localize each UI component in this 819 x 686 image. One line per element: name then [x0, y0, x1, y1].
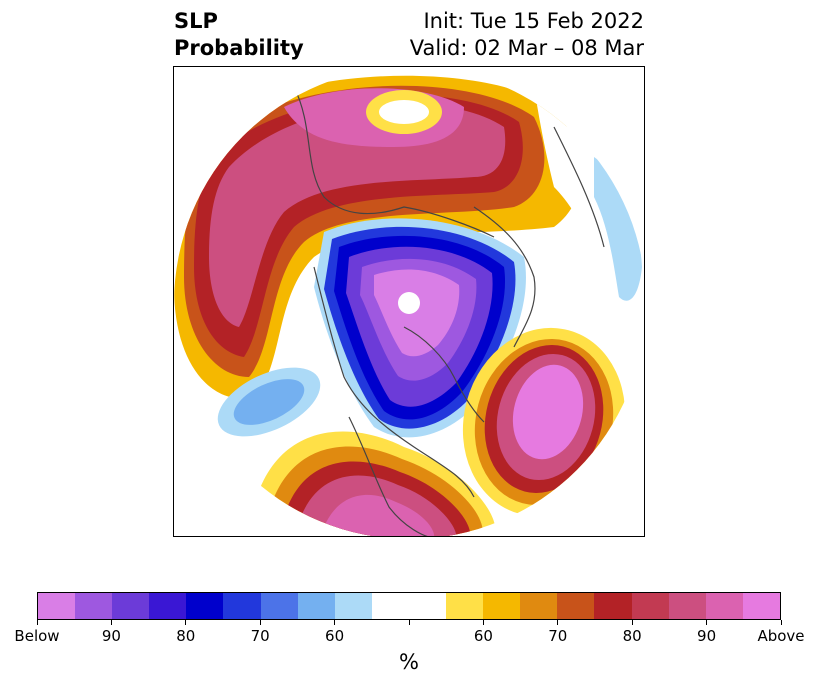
colorbar-tick: [482, 620, 484, 625]
probability-map: [174, 67, 644, 536]
colorbar-segment: [446, 593, 484, 619]
colorbar-tick: [706, 620, 708, 625]
colorbar-segment: [483, 593, 521, 619]
coastlines: [293, 86, 605, 536]
colorbar-tick-label: Above: [757, 627, 805, 645]
colorbar-segment: [594, 593, 632, 619]
colorbar-segment: [408, 593, 447, 619]
colorbar-tick-label: 70: [250, 627, 270, 645]
colorbar-tick-label: 90: [101, 627, 121, 645]
colorbar-segment: [297, 593, 335, 619]
colorbar-segment: [668, 593, 706, 619]
colorbar-segment: [631, 593, 669, 619]
colorbar-tick-label: 60: [473, 627, 493, 645]
valid-range: Valid: 02 Mar – 08 Mar: [409, 36, 644, 60]
colorbar-tick-label: 90: [697, 627, 717, 645]
colorbar-segment: [149, 593, 187, 619]
colorbar-tick-label: 60: [325, 627, 345, 645]
map-panel: [173, 66, 645, 537]
colorbar-segment: [371, 593, 409, 619]
colorbar-tick: [36, 620, 38, 625]
colorbar-segment: [334, 593, 372, 619]
colorbar-tick: [557, 620, 559, 625]
colorbar-tick: [185, 620, 187, 625]
colorbar-tick-label: 80: [176, 627, 196, 645]
variable-title: SLP: [174, 9, 218, 33]
colorbar-tick: [780, 620, 782, 625]
colorbar-tick: [259, 620, 261, 625]
colorbar-tick-label: 70: [548, 627, 568, 645]
colorbar-units: %: [399, 650, 419, 674]
colorbar-segment: [705, 593, 743, 619]
colorbar-segment: [260, 593, 298, 619]
title-right: Init: Tue 15 Feb 2022 Valid: 02 Mar – 08…: [410, 8, 644, 62]
title-left: SLP Probability: [174, 8, 304, 62]
colorbar-segment: [223, 593, 261, 619]
colorbar-tick-label: 80: [622, 627, 642, 645]
colorbar-tick: [334, 620, 336, 625]
colorbar-segment: [186, 593, 224, 619]
colorbar-tick: [408, 620, 410, 625]
colorbar-segment: [112, 593, 150, 619]
colorbar-segment: [742, 593, 780, 619]
colorbar: [37, 592, 781, 620]
colorbar-tick: [110, 620, 112, 625]
colorbar-segment: [75, 593, 113, 619]
colorbar-segment: [520, 593, 558, 619]
above-region-north-inner3: [209, 103, 506, 327]
variable-subtitle: Probability: [174, 36, 304, 60]
colorbar-segment: [38, 593, 76, 619]
colorbar-tick: [631, 620, 633, 625]
colorbar-segment: [557, 593, 595, 619]
colorbar-tick-label: Below: [14, 627, 60, 645]
init-date: Init: Tue 15 Feb 2022: [423, 9, 644, 33]
